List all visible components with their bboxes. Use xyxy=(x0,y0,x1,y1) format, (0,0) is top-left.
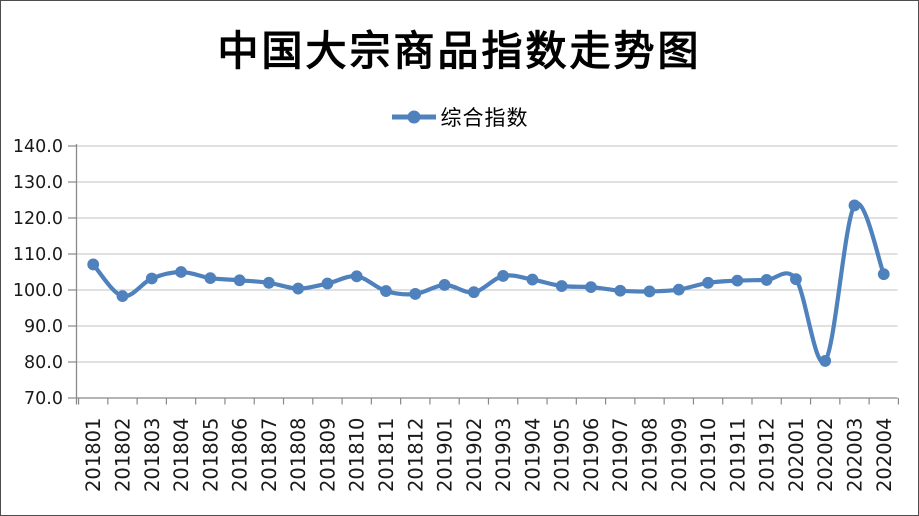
y-tick-label: 130.0 xyxy=(13,173,63,193)
data-point-marker xyxy=(321,277,334,290)
x-tick-label: 202002 xyxy=(814,418,837,492)
x-tick-label: 201805 xyxy=(199,418,222,492)
x-tick-label: 201908 xyxy=(639,418,662,492)
y-tick-label: 70.0 xyxy=(24,389,63,409)
x-tick-label: 201911 xyxy=(726,418,749,492)
y-tick-label: 80.0 xyxy=(24,353,63,373)
x-tick-label: 201907 xyxy=(609,418,632,492)
x-tick-label: 201912 xyxy=(756,418,779,492)
data-point-marker xyxy=(790,273,802,286)
x-tick-label: 201905 xyxy=(551,418,574,492)
legend-line-marker-icon xyxy=(391,109,437,125)
y-tick-label: 100.0 xyxy=(13,281,63,301)
x-tick-label: 201812 xyxy=(404,418,427,492)
data-point-marker xyxy=(262,276,275,289)
x-tick-label: 201903 xyxy=(492,418,515,492)
data-point-marker xyxy=(585,281,597,294)
chart-title: 中国大宗商品指数走势图 xyxy=(217,27,702,75)
x-tick-label: 201810 xyxy=(346,418,369,492)
x-tick-label: 201901 xyxy=(434,418,457,492)
data-point-marker xyxy=(409,288,422,300)
x-tick-label: 201906 xyxy=(580,418,603,492)
x-tick-label: 201904 xyxy=(521,418,544,492)
data-point-marker xyxy=(350,270,363,283)
data-point-marker xyxy=(87,258,100,271)
x-tick-label: 201808 xyxy=(287,418,310,492)
data-point-marker xyxy=(233,274,246,287)
data-point-marker xyxy=(848,199,861,212)
data-point-marker xyxy=(672,283,685,296)
data-point-marker xyxy=(614,284,627,297)
data-point-marker xyxy=(116,290,129,303)
data-point-marker xyxy=(497,270,510,282)
x-tick-label: 201811 xyxy=(375,418,398,492)
data-point-marker xyxy=(555,280,568,292)
x-tick-label: 201910 xyxy=(697,418,720,492)
data-point-marker xyxy=(643,285,656,298)
data-point-marker xyxy=(292,282,305,295)
x-tick-label: 202001 xyxy=(785,418,808,492)
x-tick-label: 202004 xyxy=(873,418,896,492)
x-tick-label: 201806 xyxy=(229,418,252,492)
data-point-marker xyxy=(702,276,714,289)
x-tick-label: 202003 xyxy=(843,418,866,492)
y-tick-label: 110.0 xyxy=(13,245,63,265)
x-tick-label: 201802 xyxy=(111,418,134,492)
data-point-marker xyxy=(438,279,451,291)
data-point-marker xyxy=(145,272,158,285)
x-tick-label: 201809 xyxy=(316,418,339,492)
data-point-marker xyxy=(877,268,890,281)
chart-legend: 综合指数 xyxy=(1,102,918,132)
data-point-marker xyxy=(526,273,539,286)
data-point-marker xyxy=(380,285,392,297)
data-point-marker xyxy=(819,355,832,367)
legend-label: 综合指数 xyxy=(440,107,529,130)
data-point-marker xyxy=(467,286,480,299)
y-tick-label: 90.0 xyxy=(24,317,63,337)
x-tick-label: 201909 xyxy=(668,418,691,492)
x-tick-label: 201902 xyxy=(463,418,486,492)
data-point-marker xyxy=(731,274,744,287)
y-tick-label: 140.0 xyxy=(13,137,63,157)
x-tick-label: 201803 xyxy=(141,418,164,492)
y-tick-label: 120.0 xyxy=(13,209,63,229)
x-tick-label: 201801 xyxy=(82,418,105,492)
data-point-marker xyxy=(175,266,187,278)
x-tick-label: 201804 xyxy=(170,418,193,492)
data-point-marker xyxy=(204,272,217,285)
data-point-marker xyxy=(760,274,773,286)
x-tick-label: 201807 xyxy=(258,418,281,492)
